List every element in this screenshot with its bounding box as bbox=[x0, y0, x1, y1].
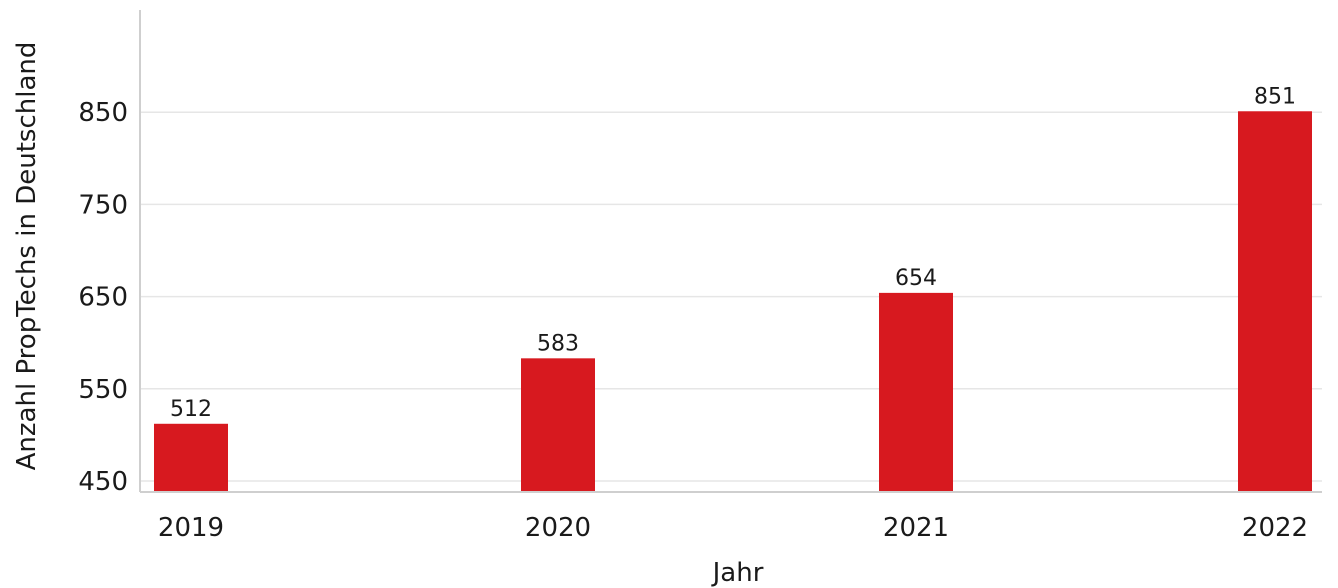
x-tick-label: 2020 bbox=[525, 513, 591, 543]
data-label-2020: 583 bbox=[537, 331, 579, 356]
bar-2020 bbox=[521, 358, 595, 492]
data-label-2022: 851 bbox=[1254, 84, 1296, 109]
data-label-2019: 512 bbox=[170, 397, 212, 422]
y-tick-label: 550 bbox=[78, 375, 128, 405]
x-tick-label: 2019 bbox=[158, 513, 224, 543]
gridlines bbox=[140, 111, 1322, 482]
x-axis-title: Jahr bbox=[711, 558, 764, 588]
y-tick-labels: 450 550 650 750 850 bbox=[78, 98, 128, 497]
y-tick-label: 450 bbox=[78, 467, 128, 497]
data-label-2021: 654 bbox=[895, 266, 937, 291]
y-axis-title: Anzahl PropTechs in Deutschland bbox=[12, 42, 42, 471]
data-labels: 512 583 654 851 bbox=[170, 84, 1296, 422]
bar-2021 bbox=[879, 292, 953, 492]
x-tick-label: 2022 bbox=[1242, 513, 1308, 543]
y-tick-label: 650 bbox=[78, 283, 128, 313]
bar-2022 bbox=[1238, 111, 1312, 492]
y-tick-label: 750 bbox=[78, 190, 128, 220]
x-tick-labels: 2019 2020 2021 2022 bbox=[158, 513, 1308, 543]
bars bbox=[154, 111, 1312, 492]
bar-2019 bbox=[154, 423, 228, 492]
y-tick-label: 850 bbox=[78, 98, 128, 128]
x-tick-label: 2021 bbox=[883, 513, 949, 543]
